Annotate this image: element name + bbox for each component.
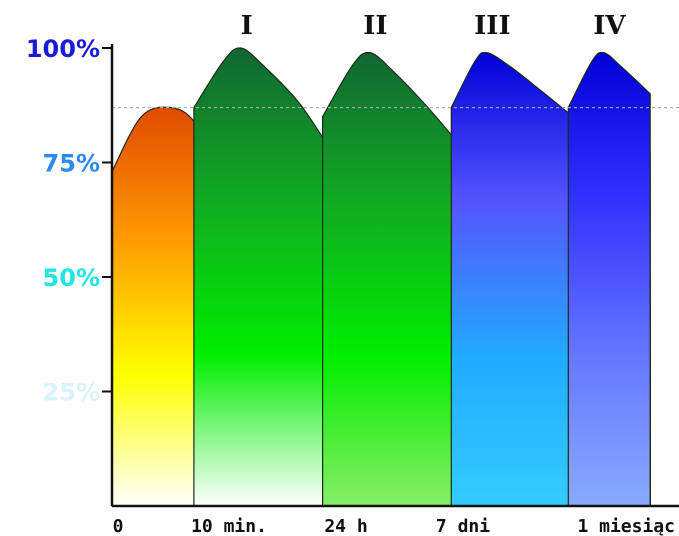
y-tick-label: 100%	[26, 35, 100, 63]
repetition-label: IV	[593, 11, 626, 41]
repetition-labels: I II III IV	[241, 11, 627, 41]
x-tick-label: 24 h	[324, 516, 367, 536]
x-tick-label: 0	[113, 516, 124, 536]
repetition-label: II	[363, 11, 387, 41]
y-tick-label: 75%	[43, 150, 100, 178]
x-tick-label: 10 min.	[191, 516, 267, 536]
x-tick-labels: 0 10 min. 24 h 7 dni 1 miesiąc	[113, 516, 675, 536]
repetition-label: I	[241, 11, 253, 41]
y-tick-label: 25%	[43, 379, 100, 407]
y-tick-labels: 100% 75% 50% 25%	[26, 35, 100, 407]
repetition-label: III	[474, 11, 511, 41]
curve-area-5	[567, 51, 651, 507]
curve-areas	[111, 47, 651, 507]
y-tick-label: 50%	[43, 264, 100, 292]
x-tick-label: 7 dni	[436, 516, 490, 536]
x-tick-label: 1 miesiąc	[577, 516, 675, 536]
axes	[102, 44, 679, 508]
